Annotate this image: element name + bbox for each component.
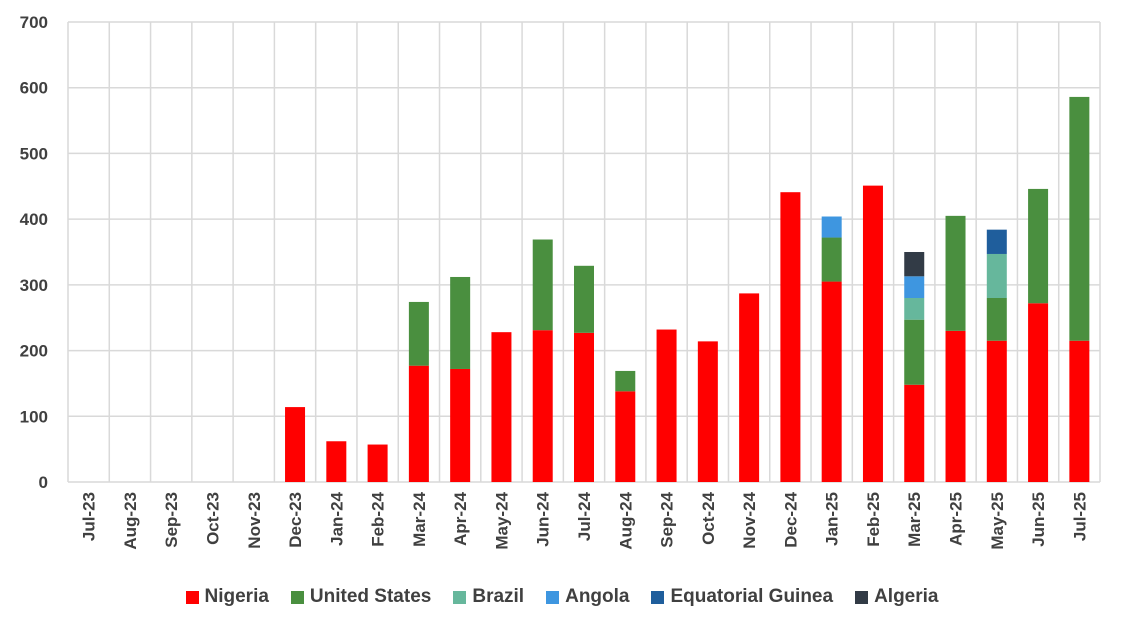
legend-swatch xyxy=(546,590,560,604)
x-tick-label: Sep-24 xyxy=(658,491,677,547)
bar-segment xyxy=(904,276,925,298)
bar-segment xyxy=(697,341,718,482)
legend-item: Brazil xyxy=(453,586,524,608)
legend-item: United States xyxy=(290,586,432,608)
y-tick-label: 500 xyxy=(20,144,48,163)
bar-segment xyxy=(285,407,306,482)
bar-segment xyxy=(615,391,636,482)
bar-segment xyxy=(1069,96,1090,341)
x-axis-ticks: Jul-23 Aug-23 Sep-23 Oct-23 Nov-23 Dec-23 Jan-… xyxy=(80,491,1090,549)
legend-item: Algeria xyxy=(855,586,939,608)
bar-segment xyxy=(821,281,842,482)
y-tick-label: 200 xyxy=(20,342,48,361)
x-tick-label: Feb-25 xyxy=(864,492,883,547)
bar-segment xyxy=(986,340,1007,482)
legend-item: Angola xyxy=(546,586,629,608)
legend-swatch xyxy=(453,590,467,604)
bar-segment xyxy=(615,370,636,392)
bar-segment xyxy=(574,332,594,482)
x-tick-label: Feb-24 xyxy=(369,491,388,546)
legend-swatch xyxy=(185,590,199,604)
bar-segment xyxy=(532,330,553,482)
legend-label: Nigeria xyxy=(204,586,269,607)
x-tick-label: Aug-23 xyxy=(121,492,140,550)
y-tick-label: 100 xyxy=(20,407,48,426)
x-tick-label: Jun-25 xyxy=(1029,492,1048,547)
y-tick-label: 400 xyxy=(20,210,48,229)
stacked-bar-chart: 0 100 200 300 400 500 600 700 Jul-23 Aug-23 Sep-2… xyxy=(20,13,1101,550)
bar-segment xyxy=(408,365,429,482)
bar-segment xyxy=(945,215,966,331)
bar-segment xyxy=(821,216,842,238)
bar-segment xyxy=(986,253,1007,298)
x-tick-label: May-25 xyxy=(988,492,1007,550)
legend-label: Equatorial Guinea xyxy=(670,586,834,607)
bar-segment xyxy=(1028,303,1049,482)
bar-segment xyxy=(904,252,925,277)
x-tick-label: Nov-24 xyxy=(740,491,759,548)
legend-swatch xyxy=(855,590,869,604)
x-tick-label: Jun-24 xyxy=(534,491,553,546)
bar-segment xyxy=(986,298,1007,341)
x-tick-label: Oct-23 xyxy=(203,492,222,545)
grid-lines xyxy=(67,21,1101,483)
bar-segment xyxy=(326,441,347,482)
bar-segment xyxy=(986,229,1007,254)
x-tick-label: Oct-24 xyxy=(699,491,718,544)
y-tick-label: 700 xyxy=(20,13,48,32)
x-tick-label: Dec-23 xyxy=(286,492,305,548)
x-tick-label: Mar-25 xyxy=(905,492,924,547)
bar-segment xyxy=(904,384,925,482)
legend: Nigeria United States Brazil Angola Equatori… xyxy=(0,586,1124,608)
bar-segment xyxy=(408,301,429,366)
legend-item: Nigeria xyxy=(185,586,269,608)
y-tick-label: 0 xyxy=(39,473,48,492)
x-tick-label: Jul-23 xyxy=(80,492,99,541)
x-tick-label: Nov-23 xyxy=(245,492,264,549)
bars xyxy=(285,96,1090,482)
bar-segment xyxy=(1069,340,1090,482)
x-tick-label: Sep-23 xyxy=(162,492,181,548)
x-tick-label: Jan-24 xyxy=(327,491,346,545)
bar-segment xyxy=(491,332,512,482)
bar-segment xyxy=(450,276,471,369)
bar-segment xyxy=(367,444,388,482)
bar-segment xyxy=(904,319,925,385)
legend-swatch xyxy=(651,590,665,604)
bar-segment xyxy=(739,293,760,482)
bar-segment xyxy=(780,192,801,482)
bar-segment xyxy=(1028,188,1049,304)
x-tick-label: Aug-24 xyxy=(616,491,635,549)
bar-segment xyxy=(904,298,925,320)
x-tick-label: Apr-25 xyxy=(947,492,966,546)
x-tick-label: May-24 xyxy=(492,491,511,549)
legend-label: United States xyxy=(309,586,432,607)
legend-item: Equatorial Guinea xyxy=(651,586,833,608)
y-tick-label: 300 xyxy=(20,276,48,295)
y-tick-label: 600 xyxy=(20,79,48,98)
bar-segment xyxy=(945,330,966,482)
bar-segment xyxy=(532,239,553,331)
legend-label: Algeria xyxy=(874,586,939,607)
x-tick-label: Jul-25 xyxy=(1070,492,1089,541)
x-tick-label: Apr-24 xyxy=(451,491,470,545)
bar-segment xyxy=(450,368,471,482)
bar-segment xyxy=(574,265,594,333)
legend-label: Brazil xyxy=(472,586,525,607)
x-tick-label: Mar-24 xyxy=(410,491,429,546)
bar-segment xyxy=(821,237,842,282)
y-axis-ticks: 0 100 200 300 400 500 600 700 xyxy=(20,13,48,492)
x-tick-label: Dec-24 xyxy=(781,491,800,547)
x-tick-label: Jan-25 xyxy=(823,492,842,546)
x-tick-label: Jul-24 xyxy=(575,491,594,541)
legend-swatch xyxy=(290,590,304,604)
bar-segment xyxy=(862,185,883,482)
bar-segment xyxy=(656,329,677,482)
legend-label: Angola xyxy=(565,586,630,607)
